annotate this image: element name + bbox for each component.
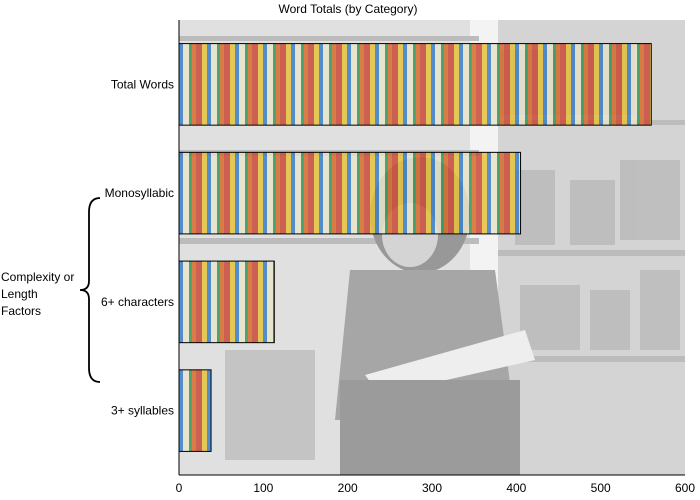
category-labels: Total Words Monosyllabic 6+ characters 3+ s… xyxy=(101,77,174,417)
group-label-line: Complexity or xyxy=(1,270,74,284)
group-label-line: Length xyxy=(1,287,38,301)
group-label-line: Factors xyxy=(1,304,41,318)
group-bracket xyxy=(79,197,101,383)
bar-fill xyxy=(179,369,212,452)
x-tick-labels: 0 100 200 300 400 500 600 xyxy=(176,481,696,495)
x-tick-label: 400 xyxy=(506,481,526,495)
bar-fill xyxy=(179,152,521,234)
bar-0 xyxy=(178,43,652,126)
bar-3 xyxy=(178,369,212,452)
bar-fill xyxy=(179,261,275,343)
bar-fill xyxy=(179,43,652,126)
category-label: 6+ characters xyxy=(101,295,174,309)
category-label: 3+ syllables xyxy=(111,404,174,418)
bar-2 xyxy=(178,260,275,344)
x-tick-label: 500 xyxy=(591,481,611,495)
x-tick-label: 300 xyxy=(422,481,442,495)
group-label: Complexity or Length Factors xyxy=(1,270,74,318)
category-label: Monosyllabic xyxy=(105,186,174,200)
x-tick-label: 100 xyxy=(253,481,273,495)
bar-1 xyxy=(178,151,522,235)
x-tick-label: 200 xyxy=(338,481,358,495)
category-label: Total Words xyxy=(111,77,174,91)
bars xyxy=(178,43,652,452)
chart-title: Word Totals (by Category) xyxy=(279,2,418,16)
x-tick-label: 600 xyxy=(675,481,695,495)
x-tick-label: 0 xyxy=(176,481,183,495)
